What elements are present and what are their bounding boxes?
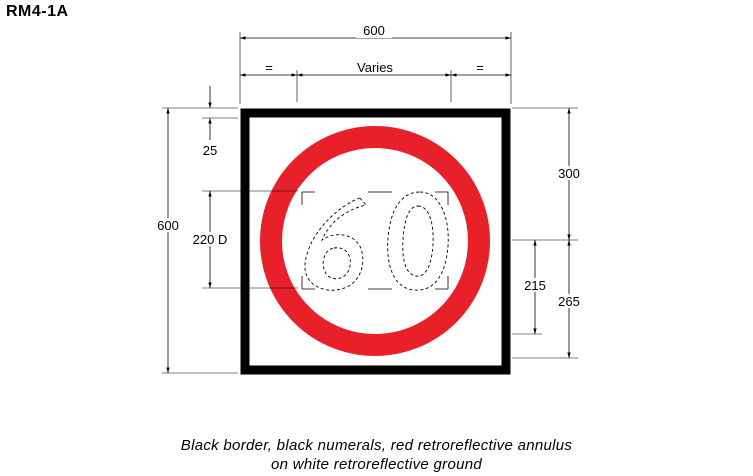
sign-code-title: RM4-1A bbox=[6, 3, 69, 20]
numeral-height-label: 220 D bbox=[193, 232, 228, 247]
to-center-label: 300 bbox=[558, 166, 580, 181]
caption-line-1: Black border, black numerals, red retror… bbox=[180, 437, 573, 454]
numerals-outline bbox=[304, 191, 449, 291]
border-label: 25 bbox=[203, 143, 217, 158]
numeral-corner-marks bbox=[301, 191, 449, 290]
red-annulus bbox=[260, 126, 490, 356]
numeral-to-bottom-label: 215 bbox=[524, 278, 546, 293]
equal-left-label: = bbox=[265, 60, 273, 75]
caption-line-2: on white retroreflective ground bbox=[270, 456, 483, 473]
equal-right-label: = bbox=[476, 60, 484, 75]
overall-width-label: 600 bbox=[363, 23, 385, 38]
varies-label: Varies bbox=[357, 60, 393, 75]
left-extension-lines bbox=[162, 107, 298, 374]
right-extension-lines bbox=[512, 107, 578, 359]
sign-black-border bbox=[240, 108, 511, 375]
overall-height-label: 600 bbox=[157, 218, 179, 233]
center-to-bottom-label: 265 bbox=[558, 294, 580, 309]
